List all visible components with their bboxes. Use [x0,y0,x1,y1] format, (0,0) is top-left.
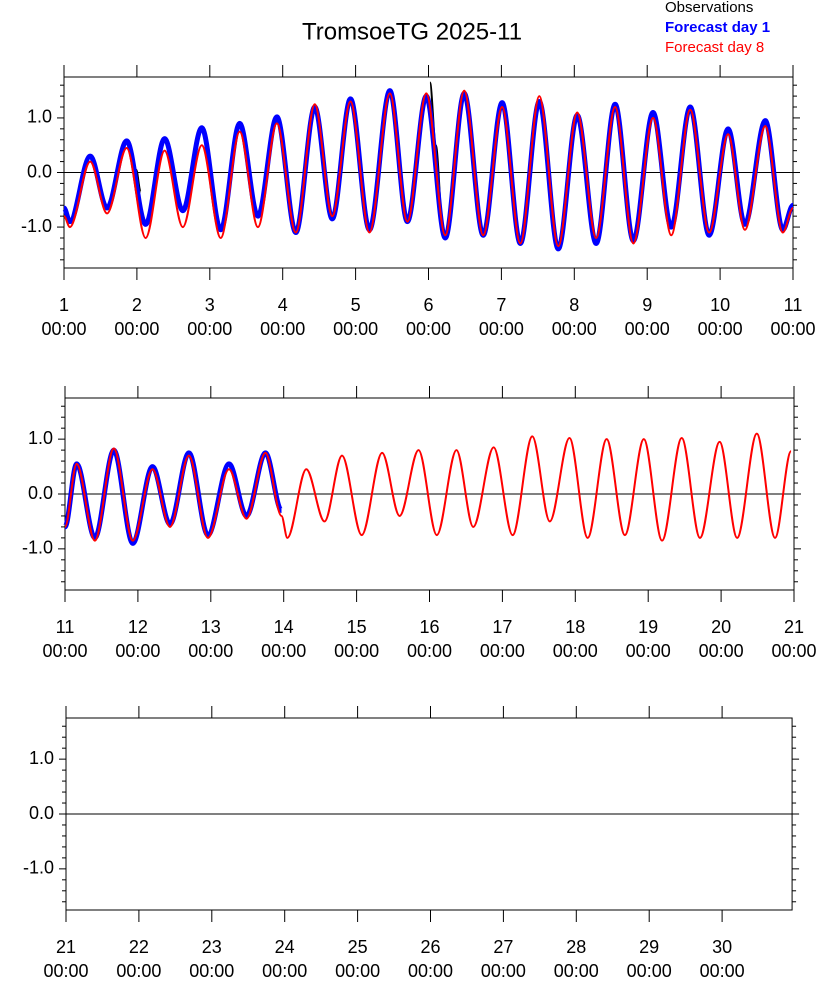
x-tick-sublabel: 00:00 [625,319,670,339]
x-tick-label: 17 [492,617,512,637]
x-tick-sublabel: 00:00 [552,319,597,339]
x-tick-sublabel: 00:00 [335,961,380,981]
y-tick-label: -1.0 [22,538,53,558]
x-tick-label: 20 [711,617,731,637]
x-tick-sublabel: 00:00 [187,319,232,339]
x-tick-label: 26 [420,937,440,957]
x-tick-label: 7 [496,295,506,315]
x-tick-sublabel: 00:00 [114,319,159,339]
x-tick-label: 16 [419,617,439,637]
y-tick-label: -1.0 [23,858,54,878]
x-tick-label: 23 [202,937,222,957]
x-tick-label: 13 [201,617,221,637]
x-tick-label: 6 [423,295,433,315]
x-tick-sublabel: 00:00 [260,319,305,339]
x-tick-label: 11 [56,617,75,637]
y-tick-label: 1.0 [28,428,53,448]
x-tick-label: 28 [566,937,586,957]
legend-entry: Forecast day 8 [665,39,764,56]
x-tick-sublabel: 00:00 [333,319,378,339]
y-tick-label: 0.0 [28,483,53,503]
x-tick-label: 5 [351,295,361,315]
legend-entry: Forecast day 1 [665,19,770,36]
x-tick-sublabel: 00:00 [480,641,525,661]
x-tick-sublabel: 00:00 [261,641,306,661]
x-tick-label: 10 [710,295,730,315]
y-tick-label: 0.0 [29,803,54,823]
y-tick-label: 0.0 [27,161,52,181]
x-tick-label: 15 [347,617,367,637]
x-tick-label: 3 [205,295,215,315]
y-tick-label: -1.0 [21,216,52,236]
x-tick-sublabel: 00:00 [406,319,451,339]
x-tick-sublabel: 00:00 [700,961,745,981]
x-tick-sublabel: 00:00 [408,961,453,981]
x-tick-label: 11 [784,295,803,315]
x-tick-sublabel: 00:00 [554,961,599,981]
x-tick-sublabel: 00:00 [627,961,672,981]
chart-title: TromsoeTG 2025-11 [302,18,522,45]
x-tick-sublabel: 00:00 [479,319,524,339]
x-tick-sublabel: 00:00 [481,961,526,981]
x-tick-label: 14 [274,617,294,637]
x-tick-sublabel: 00:00 [116,961,161,981]
x-tick-label: 2 [132,295,142,315]
x-tick-sublabel: 00:00 [626,641,671,661]
legend-entry: Observations [665,0,753,16]
series-line [61,88,796,252]
x-tick-sublabel: 00:00 [334,641,379,661]
x-tick-label: 21 [784,617,804,637]
x-tick-label: 30 [712,937,732,957]
x-tick-label: 9 [642,295,652,315]
x-tick-label: 18 [565,617,585,637]
x-tick-label: 12 [128,617,148,637]
x-tick-sublabel: 00:00 [771,641,816,661]
x-tick-sublabel: 00:00 [553,641,598,661]
x-tick-label: 4 [278,295,288,315]
x-tick-label: 1 [59,295,69,315]
x-tick-label: 24 [275,937,295,957]
x-tick-sublabel: 00:00 [699,641,744,661]
x-tick-sublabel: 00:00 [43,961,88,981]
series-line [63,89,794,248]
x-tick-label: 22 [129,937,149,957]
x-tick-sublabel: 00:00 [407,641,452,661]
x-tick-sublabel: 00:00 [42,641,87,661]
x-tick-sublabel: 00:00 [698,319,743,339]
x-tick-sublabel: 00:00 [189,961,234,981]
x-tick-sublabel: 00:00 [41,319,86,339]
x-tick-sublabel: 00:00 [115,641,160,661]
y-tick-label: 1.0 [29,748,54,768]
x-tick-label: 21 [56,937,76,957]
x-tick-sublabel: 00:00 [188,641,233,661]
y-tick-label: 1.0 [27,107,52,127]
x-tick-sublabel: 00:00 [262,961,307,981]
x-tick-label: 8 [569,295,579,315]
series-line [64,432,793,542]
x-tick-label: 19 [638,617,658,637]
x-tick-label: 25 [348,937,368,957]
x-tick-label: 29 [639,937,659,957]
series-line [62,447,284,546]
x-tick-label: 27 [493,937,513,957]
x-tick-sublabel: 00:00 [770,319,815,339]
